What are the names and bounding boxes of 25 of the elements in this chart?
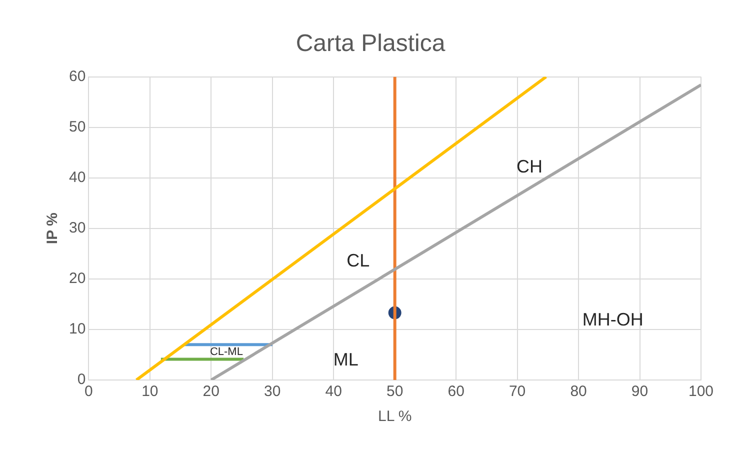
annotation: CH <box>516 156 543 177</box>
x-tick-label: 100 <box>688 383 714 400</box>
x-tick-label: 80 <box>570 383 587 400</box>
x-tick-label: 30 <box>264 383 281 400</box>
x-axis-title: LL % <box>378 408 412 426</box>
x-tick-label: 10 <box>142 383 158 400</box>
x-tick-label: 40 <box>325 383 342 400</box>
y-tick-label: 40 <box>68 169 86 186</box>
chart-title: Carta Plastica <box>296 30 446 58</box>
x-tick-label: 70 <box>508 383 526 400</box>
y-tick-label: 20 <box>68 270 86 288</box>
x-tick-label: 50 <box>386 383 404 400</box>
annotation: CL-ML <box>210 346 243 358</box>
y-axis-title: IP % <box>44 212 62 244</box>
y-tick-label: 0 <box>77 371 86 388</box>
annotation: ML <box>333 349 358 370</box>
y-tick-label: 30 <box>68 220 86 237</box>
x-tick-label: 90 <box>631 383 648 400</box>
y-tick-label: 50 <box>68 118 86 136</box>
y-tick-label: 60 <box>68 68 86 85</box>
annotation: MH-OH <box>582 309 644 330</box>
y-tick-label: 10 <box>68 320 86 338</box>
x-tick-label: 20 <box>202 383 220 400</box>
x-tick-label: 60 <box>448 383 464 400</box>
annotation: CL <box>346 250 370 271</box>
